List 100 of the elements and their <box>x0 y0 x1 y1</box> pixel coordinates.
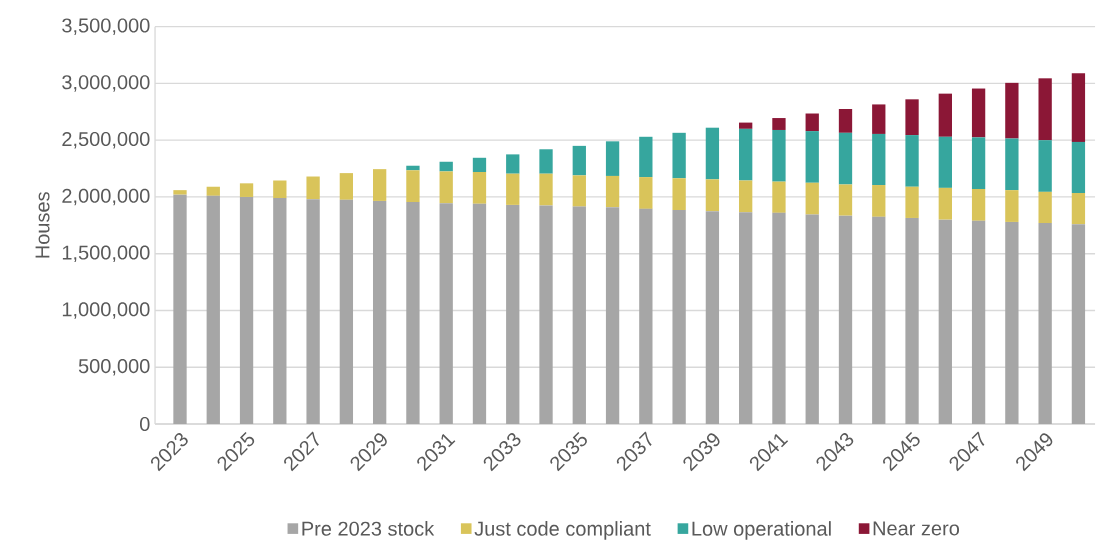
bar <box>739 180 753 213</box>
bar <box>273 180 287 199</box>
bar <box>1071 192 1086 225</box>
bar <box>772 181 786 213</box>
bar <box>705 211 720 424</box>
bar <box>472 203 487 424</box>
bar <box>639 177 653 209</box>
bar <box>406 202 420 424</box>
bar <box>372 169 387 201</box>
bar <box>1005 221 1019 424</box>
bar <box>672 132 686 179</box>
bar <box>506 154 520 174</box>
bar <box>938 136 952 188</box>
bar <box>206 195 220 424</box>
bar <box>905 99 919 136</box>
bar <box>239 183 254 197</box>
bar <box>639 136 653 178</box>
bar <box>572 145 586 176</box>
bar <box>306 199 320 424</box>
bar <box>971 137 986 189</box>
bar <box>705 127 720 180</box>
y-tick-label: 0 <box>139 416 150 432</box>
bar <box>605 175 620 208</box>
bar <box>439 171 453 204</box>
bar <box>672 178 686 210</box>
bar <box>639 208 653 424</box>
bar <box>971 189 986 221</box>
y-axis-title: Houses <box>35 192 50 258</box>
bar <box>872 216 886 424</box>
bar <box>472 171 487 204</box>
bar <box>838 215 853 424</box>
bar <box>339 173 354 200</box>
bar <box>805 214 819 424</box>
bar <box>739 122 753 129</box>
bar <box>173 190 187 195</box>
bar <box>1005 138 1019 191</box>
bar <box>506 204 520 424</box>
bar <box>406 165 420 171</box>
bar <box>805 131 819 183</box>
bar <box>938 93 952 137</box>
y-tick-label: 2,000,000 <box>62 188 150 206</box>
bar <box>838 184 853 216</box>
legend-label: Near zero <box>873 521 960 536</box>
bar <box>539 173 553 206</box>
bar <box>905 186 919 218</box>
bar <box>971 220 986 424</box>
bar <box>938 187 952 220</box>
bar <box>772 212 786 424</box>
bar <box>572 175 586 207</box>
bar <box>705 179 720 212</box>
bar <box>971 88 986 138</box>
bar <box>273 198 287 424</box>
bar <box>1071 141 1086 193</box>
bar <box>306 176 320 200</box>
y-tick-label: 1,000,000 <box>62 302 150 319</box>
bar <box>739 212 753 424</box>
bar <box>1005 190 1019 222</box>
bar <box>539 205 553 424</box>
bar <box>872 185 886 217</box>
bar <box>1071 73 1086 142</box>
bar <box>905 217 919 424</box>
legend-label: Low operational <box>692 521 831 540</box>
bar <box>572 206 586 424</box>
bar <box>1071 224 1086 424</box>
bar <box>905 135 919 187</box>
bar <box>605 207 620 424</box>
y-tick-label: 3,500,000 <box>62 18 150 35</box>
bar <box>439 203 453 424</box>
bar <box>1038 78 1052 141</box>
bar <box>739 128 753 181</box>
bar <box>239 196 254 424</box>
legend-label: Pre 2023 stock <box>302 521 435 536</box>
bar <box>339 199 354 424</box>
bar <box>672 210 686 424</box>
y-tick-label: 3,000,000 <box>62 75 150 92</box>
bar <box>805 113 819 132</box>
bar <box>472 157 487 172</box>
y-tick-label: 1,500,000 <box>62 245 150 262</box>
bar <box>772 118 786 130</box>
bar <box>206 186 220 196</box>
bar <box>1038 223 1052 424</box>
bar <box>506 173 520 205</box>
bar <box>173 194 187 424</box>
bar <box>805 182 819 215</box>
bar <box>838 132 853 185</box>
bar <box>605 141 620 176</box>
bar <box>406 170 420 203</box>
bar <box>838 108 853 133</box>
bar <box>872 133 886 186</box>
bar <box>1038 191 1052 224</box>
legend-label: Just code compliant <box>474 521 651 540</box>
bar <box>372 200 387 424</box>
y-tick-label: 2,500,000 <box>62 131 150 149</box>
bar <box>1005 82 1019 139</box>
bar <box>539 149 553 174</box>
bar <box>1038 140 1052 192</box>
bar <box>772 129 786 182</box>
y-tick-label: 500,000 <box>78 358 150 376</box>
bar <box>938 219 952 424</box>
bar <box>439 161 453 172</box>
